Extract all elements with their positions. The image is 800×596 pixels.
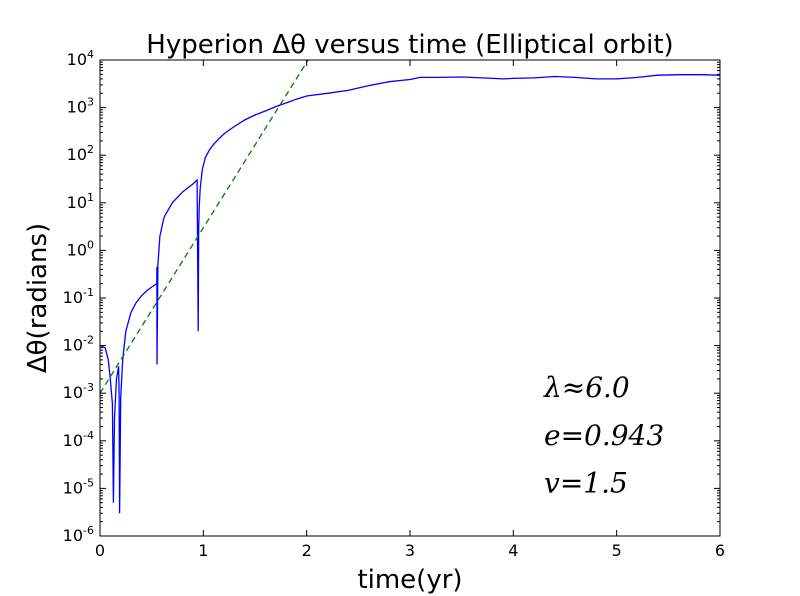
x-tick-label: 4 bbox=[508, 541, 518, 560]
annotation: v=1.5 bbox=[544, 466, 628, 499]
x-axis-label: time(yr) bbox=[357, 565, 462, 595]
fit-line bbox=[100, 60, 309, 394]
annotations: λ≈6.0 e=0.943 v=1.5 bbox=[543, 371, 664, 499]
x-tick-label: 5 bbox=[612, 541, 622, 560]
y-tick-label: 100 bbox=[67, 238, 94, 259]
x-tick-label: 0 bbox=[95, 541, 105, 560]
x-tick-label: 6 bbox=[715, 541, 725, 560]
y-tick-label: 101 bbox=[67, 191, 94, 212]
y-tick-label: 102 bbox=[67, 143, 94, 164]
y-tick-label: 10-1 bbox=[63, 286, 94, 307]
y-tick-label: 10-2 bbox=[63, 334, 94, 355]
y-tick-label: 10-6 bbox=[63, 524, 94, 545]
plot-area bbox=[100, 60, 720, 514]
annotation: e=0.943 bbox=[544, 419, 664, 452]
annotation: λ≈6.0 bbox=[543, 371, 630, 404]
y-tick-label: 10-4 bbox=[63, 429, 94, 450]
plot-frame bbox=[99, 59, 721, 537]
chart-title: Hyperion Δθ versus time (Elliptical orbi… bbox=[146, 30, 673, 60]
y-tick-label: 104 bbox=[67, 48, 94, 69]
x-tick-label: 2 bbox=[302, 541, 312, 560]
data-line bbox=[100, 74, 720, 514]
y-tick-label: 10-3 bbox=[63, 381, 94, 402]
y-tick-label: 10-5 bbox=[63, 476, 94, 497]
y-tick-label: 103 bbox=[67, 96, 94, 117]
y-axis-label: Δθ(radians) bbox=[23, 223, 53, 373]
x-tick-label: 3 bbox=[405, 541, 415, 560]
x-tick-label: 1 bbox=[198, 541, 208, 560]
